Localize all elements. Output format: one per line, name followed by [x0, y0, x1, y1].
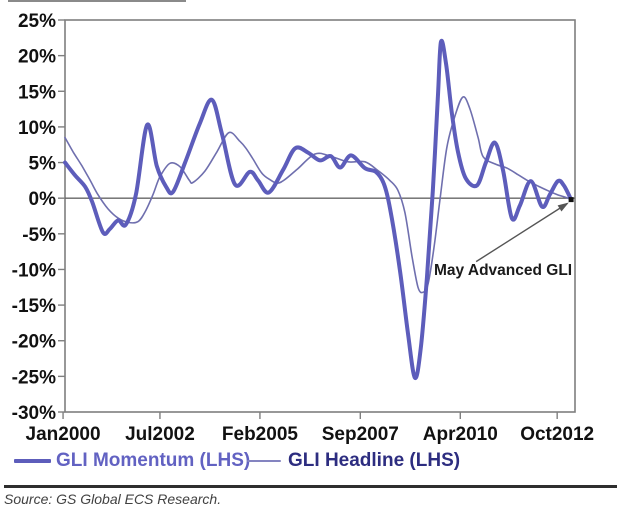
y-tick-label: 5% — [29, 154, 57, 175]
source-attribution: Source: GS Global ECS Research. — [4, 491, 222, 507]
y-tick-label: -15% — [12, 296, 56, 317]
x-tick-label: Oct2012 — [520, 424, 594, 445]
headline-line-swatch — [247, 460, 281, 462]
axis-border — [64, 19, 576, 413]
legend-label-headline: GLI Headline (LHS) — [288, 450, 461, 471]
legend-label-momentum: GLI Momentum (LHS) — [56, 450, 251, 471]
x-tick-label: Jan2000 — [26, 424, 101, 445]
momentum-line — [63, 38, 574, 380]
y-tick-label: 20% — [18, 47, 56, 68]
y-tick-label: -25% — [12, 367, 56, 388]
y-tick-label: 25% — [18, 11, 56, 32]
x-tick-label: Apr2010 — [423, 424, 498, 445]
y-tick-label: -5% — [22, 225, 56, 246]
annotation-arrowhead — [557, 202, 569, 212]
cropped-edge-artifact — [8, 0, 186, 2]
headline-line — [64, 96, 572, 294]
y-tick-label: 15% — [18, 82, 56, 103]
momentum-line-swatch — [14, 459, 51, 463]
y-tick-label: -20% — [12, 332, 56, 353]
y-tick-label: -30% — [12, 403, 56, 424]
y-tick-label: -10% — [12, 260, 56, 281]
y-tick-label: 0% — [29, 189, 57, 210]
chart-legend: GLI Momentum (LHS) GLI Headline (LHS) — [0, 449, 622, 475]
footer-divider — [4, 485, 617, 488]
y-tick-label: 10% — [18, 118, 56, 139]
annotation-may-advanced-gli: May Advanced GLI — [434, 262, 573, 279]
annotation-arrow — [475, 203, 568, 263]
x-tick-label: Sep2007 — [322, 424, 399, 445]
x-tick-label: Jul2002 — [125, 424, 195, 445]
series-end-marker — [568, 197, 574, 203]
x-tick-label: Feb2005 — [222, 424, 298, 445]
